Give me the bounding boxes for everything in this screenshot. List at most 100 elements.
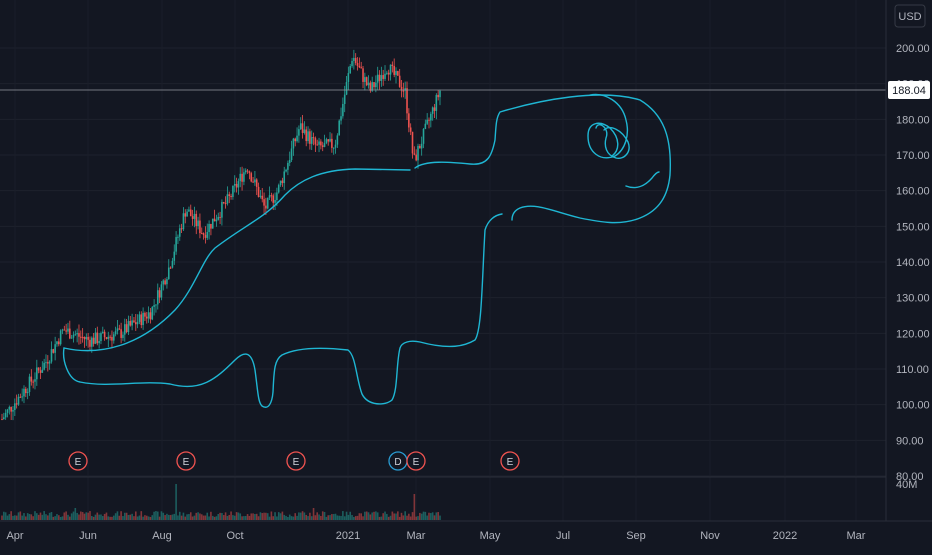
candle-body[interactable] xyxy=(133,320,135,323)
candle-body[interactable] xyxy=(147,312,150,319)
candle-body[interactable] xyxy=(426,119,428,124)
candle-body[interactable] xyxy=(14,403,16,411)
candle-body[interactable] xyxy=(10,406,12,412)
candle-body[interactable] xyxy=(101,331,104,334)
earnings-event-marker[interactable] xyxy=(176,451,196,471)
candle-body[interactable] xyxy=(199,220,201,234)
candle-body[interactable] xyxy=(92,337,95,344)
candle-body[interactable] xyxy=(276,192,278,201)
candle-body[interactable] xyxy=(186,211,188,217)
candle-body[interactable] xyxy=(162,280,165,285)
candle-body[interactable] xyxy=(17,396,20,405)
candle-body[interactable] xyxy=(318,141,320,145)
candle-body[interactable] xyxy=(69,328,71,339)
candle-body[interactable] xyxy=(222,202,225,204)
candle-body[interactable] xyxy=(422,128,425,144)
candle-body[interactable] xyxy=(402,90,405,92)
candle-body[interactable] xyxy=(342,103,344,117)
candle-body[interactable] xyxy=(270,195,273,197)
candle-body[interactable] xyxy=(279,180,282,186)
candle-body[interactable] xyxy=(310,137,313,144)
candle-body[interactable] xyxy=(254,179,256,183)
candle-body[interactable] xyxy=(23,388,25,397)
candle-body[interactable] xyxy=(61,329,64,331)
candle-body[interactable] xyxy=(136,321,139,325)
candle-body[interactable] xyxy=(252,181,254,183)
earnings-event-marker[interactable] xyxy=(406,451,426,471)
candle-body[interactable] xyxy=(118,328,121,330)
candle-body[interactable] xyxy=(50,349,53,362)
candle-body[interactable] xyxy=(419,145,421,149)
candle-body[interactable] xyxy=(413,153,416,155)
candle-body[interactable] xyxy=(255,179,258,187)
candle-body[interactable] xyxy=(47,362,49,364)
candle-body[interactable] xyxy=(285,169,287,172)
candle-body[interactable] xyxy=(424,123,427,129)
candle-body[interactable] xyxy=(78,333,80,337)
candle-body[interactable] xyxy=(206,232,209,238)
candle-body[interactable] xyxy=(320,141,322,146)
candle-body[interactable] xyxy=(408,113,410,128)
candle-body[interactable] xyxy=(323,143,326,147)
candle-body[interactable] xyxy=(233,183,236,186)
candle-body[interactable] xyxy=(431,107,434,114)
candle-body[interactable] xyxy=(387,72,390,75)
candle-body[interactable] xyxy=(257,186,260,197)
candle-body[interactable] xyxy=(294,138,297,142)
candle-body[interactable] xyxy=(1,418,3,420)
candle-body[interactable] xyxy=(85,336,88,340)
candle-body[interactable] xyxy=(439,90,441,98)
candle-body[interactable] xyxy=(153,305,155,307)
candle-body[interactable] xyxy=(120,329,122,338)
candle-body[interactable] xyxy=(149,312,152,320)
candle-body[interactable] xyxy=(327,139,330,142)
candle-body[interactable] xyxy=(34,379,36,382)
candle-body[interactable] xyxy=(380,75,383,81)
candle-body[interactable] xyxy=(354,57,357,64)
candle-body[interactable] xyxy=(127,321,130,333)
candle-body[interactable] xyxy=(316,144,319,146)
candle-body[interactable] xyxy=(281,180,284,184)
candle-body[interactable] xyxy=(180,228,183,230)
candle-body[interactable] xyxy=(144,312,146,317)
candles[interactable] xyxy=(1,49,441,421)
candle-body[interactable] xyxy=(397,71,399,76)
candle-body[interactable] xyxy=(217,216,220,220)
candle-body[interactable] xyxy=(191,216,194,219)
candle-body[interactable] xyxy=(94,332,97,344)
candle-body[interactable] xyxy=(334,144,337,148)
candle-body[interactable] xyxy=(193,213,196,219)
candle-body[interactable] xyxy=(331,138,333,148)
candle-body[interactable] xyxy=(188,209,190,212)
candle-body[interactable] xyxy=(98,341,100,344)
candle-body[interactable] xyxy=(142,312,144,326)
candle-body[interactable] xyxy=(349,66,352,74)
candle-body[interactable] xyxy=(112,334,115,341)
candle-body[interactable] xyxy=(36,367,38,380)
candle-body[interactable] xyxy=(25,388,27,394)
candle-body[interactable] xyxy=(343,94,346,104)
candle-body[interactable] xyxy=(4,412,7,418)
candle-body[interactable] xyxy=(417,145,419,161)
candle-body[interactable] xyxy=(96,332,99,344)
candle-body[interactable] xyxy=(107,336,110,339)
candle-body[interactable] xyxy=(111,337,113,341)
candle-body[interactable] xyxy=(437,94,439,98)
candle-body[interactable] xyxy=(244,170,247,173)
candle-body[interactable] xyxy=(30,376,33,382)
candle-body[interactable] xyxy=(268,195,271,198)
currency-box[interactable] xyxy=(894,4,926,28)
candle-body[interactable] xyxy=(3,417,5,420)
candle-body[interactable] xyxy=(210,223,212,229)
candle-body[interactable] xyxy=(312,137,315,139)
candle-body[interactable] xyxy=(43,362,45,370)
candle-body[interactable] xyxy=(296,135,298,142)
candle-body[interactable] xyxy=(219,216,221,218)
candle-body[interactable] xyxy=(158,290,161,298)
candle-body[interactable] xyxy=(332,147,335,149)
candle-body[interactable] xyxy=(28,376,31,392)
candle-body[interactable] xyxy=(200,233,203,235)
candle-body[interactable] xyxy=(202,233,205,236)
candle-body[interactable] xyxy=(347,73,350,82)
